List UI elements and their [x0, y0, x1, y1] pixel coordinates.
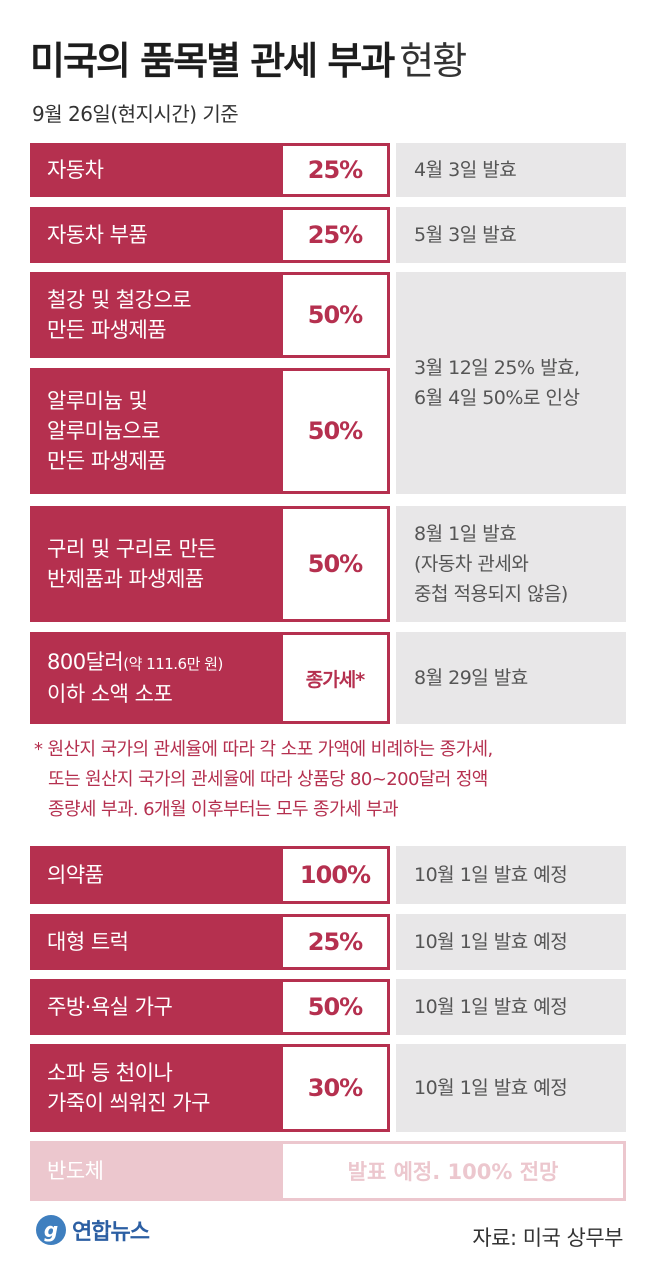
category-line: 이하 소액 소포	[47, 682, 173, 706]
category-label: 800달러(약 111.6만 원) 이하 소액 소포	[30, 632, 280, 724]
rate-value: 50%	[283, 982, 387, 1032]
note-line: 5월 3일 발효	[414, 224, 517, 246]
note-line: 10월 1일 발효 예정	[414, 864, 568, 886]
category-line-amount: 800달러	[47, 650, 124, 674]
category-label: 의약품	[30, 846, 280, 904]
rate-box: 50%	[280, 368, 390, 494]
effective-note: 8월 29일 발효	[396, 632, 626, 724]
category-line: 주방·욕실 가구	[47, 995, 173, 1019]
category-line: 가죽이 씌워진 가구	[47, 1091, 210, 1115]
footnote-line: 또는 원산지 국가의 관세율에 따라 상품당 80~200달러 정액	[48, 769, 488, 790]
rate-value: 50%	[283, 509, 387, 619]
rate-box: 100%	[280, 846, 390, 904]
footnote: * 원산지 국가의 관세율에 따라 각 소포 가액에 비례하는 종가세, 또는 …	[34, 735, 634, 825]
effective-note: 4월 3일 발효	[396, 143, 626, 197]
category-label: 자동차	[30, 143, 280, 197]
note-line: 3월 12일 25% 발효,	[414, 357, 580, 379]
effective-note: 3월 12일 25% 발효, 6월 4일 50%로 인상	[396, 272, 626, 494]
rate-box: 25%	[280, 914, 390, 970]
rate-value: 25%	[283, 146, 387, 194]
category-line: 알루미늄으로	[47, 419, 160, 443]
note-line: 중첩 적용되지 않음)	[414, 583, 568, 605]
logo-mark-icon: g	[36, 1215, 66, 1245]
category-line: 소파 등 천이나	[47, 1061, 173, 1085]
tariff-row-automobiles: 자동차 25% 4월 3일 발효	[30, 143, 626, 197]
tariff-row-steel: 철강 및 철강으로 만든 파생제품 50%	[30, 272, 626, 358]
rate-box: 30%	[280, 1044, 390, 1132]
category-label: 대형 트럭	[30, 914, 280, 970]
tariff-row-semiconductors: 반도체 발표 예정. 100% 전망	[30, 1141, 626, 1201]
category-line: 의약품	[47, 863, 104, 887]
tariff-row-upholstered-furniture: 소파 등 천이나 가죽이 씌워진 가구 30% 10월 1일 발효 예정	[30, 1044, 626, 1132]
rate-value: 100%	[283, 849, 387, 901]
source-credit: 자료: 미국 상무부	[472, 1226, 623, 1250]
subtitle-date: 9월 26일(현지시간) 기준	[32, 102, 239, 126]
tariff-row-small-parcels: 800달러(약 111.6만 원) 이하 소액 소포 종가세* 8월 29일 발…	[30, 632, 626, 724]
category-line: 대형 트럭	[47, 930, 129, 954]
category-line: 알루미늄 및	[47, 389, 148, 413]
effective-note: 10월 1일 발효 예정	[396, 1044, 626, 1132]
tariff-row-pharmaceuticals: 의약품 100% 10월 1일 발효 예정	[30, 846, 626, 904]
pending-note: 발표 예정. 100% 전망	[280, 1141, 626, 1201]
tariff-row-heavy-trucks: 대형 트럭 25% 10월 1일 발효 예정	[30, 914, 626, 970]
category-label: 주방·욕실 가구	[30, 979, 280, 1035]
rate-box: 25%	[280, 207, 390, 263]
effective-note: 10월 1일 발효 예정	[396, 846, 626, 904]
category-label: 자동차 부품	[30, 207, 280, 263]
category-line: 구리 및 구리로 만든	[47, 537, 217, 561]
category-line: 자동차	[47, 158, 104, 182]
title-main: 미국의 품목별 관세 부과	[30, 39, 395, 83]
note-line: 4월 3일 발효	[414, 159, 517, 181]
rate-value: 25%	[283, 210, 387, 260]
category-label: 반도체	[30, 1141, 280, 1201]
rate-box: 50%	[280, 506, 390, 622]
category-label: 철강 및 철강으로 만든 파생제품	[30, 272, 280, 358]
yonhap-logo: g 연합뉴스	[36, 1214, 150, 1246]
footnote-line: 종량세 부과. 6개월 이후부터는 모두 종가세 부과	[48, 799, 399, 820]
footnote-line: * 원산지 국가의 관세율에 따라 각 소포 가액에 비례하는 종가세,	[34, 739, 493, 760]
category-line: 철강 및 철강으로	[47, 288, 192, 312]
category-line-won: (약 111.6만 원)	[123, 655, 223, 673]
page-title: 미국의 품목별 관세 부과 현황	[30, 30, 467, 85]
effective-note: 8월 1일 발효 (자동차 관세와 중첩 적용되지 않음)	[396, 506, 626, 622]
tariff-row-copper: 구리 및 구리로 만든 반제품과 파생제품 50% 8월 1일 발효 (자동차 …	[30, 506, 626, 622]
category-line: 반도체	[47, 1159, 104, 1183]
note-line: (자동차 관세와	[414, 553, 529, 575]
merged-note-steel-aluminum: 3월 12일 25% 발효, 6월 4일 50%로 인상	[396, 272, 626, 494]
logo-text: 연합뉴스	[72, 1220, 150, 1245]
note-line: 10월 1일 발효 예정	[414, 1077, 568, 1099]
effective-note: 5월 3일 발효	[396, 207, 626, 263]
category-line: 만든 파생제품	[47, 449, 167, 473]
rate-value: 30%	[283, 1047, 387, 1129]
rate-value: 50%	[283, 371, 387, 491]
category-label: 알루미늄 및 알루미늄으로 만든 파생제품	[30, 368, 280, 494]
rate-box: 50%	[280, 979, 390, 1035]
category-line: 만든 파생제품	[47, 318, 167, 342]
rate-box: 25%	[280, 143, 390, 197]
note-line: 10월 1일 발효 예정	[414, 996, 568, 1018]
tariff-row-auto-parts: 자동차 부품 25% 5월 3일 발효	[30, 207, 626, 263]
category-label: 소파 등 천이나 가죽이 씌워진 가구	[30, 1044, 280, 1132]
rate-value: 25%	[283, 917, 387, 967]
rate-box: 50%	[280, 272, 390, 358]
note-line: 8월 29일 발효	[414, 667, 528, 689]
category-label: 구리 및 구리로 만든 반제품과 파생제품	[30, 506, 280, 622]
rate-value: 종가세*	[283, 635, 387, 721]
note-line: 6월 4일 50%로 인상	[414, 387, 580, 409]
effective-note: 10월 1일 발효 예정	[396, 979, 626, 1035]
rate-box: 종가세*	[280, 632, 390, 724]
rate-value: 50%	[283, 275, 387, 355]
category-line: 800달러(약 111.6만 원)	[47, 647, 280, 679]
tariff-row-kitchen-bath: 주방·욕실 가구 50% 10월 1일 발효 예정	[30, 979, 626, 1035]
effective-note: 10월 1일 발효 예정	[396, 914, 626, 970]
note-line: 8월 1일 발효	[414, 523, 517, 545]
tariff-row-aluminum: 알루미늄 및 알루미늄으로 만든 파생제품 50%	[30, 368, 626, 494]
category-line: 반제품과 파생제품	[47, 567, 204, 591]
category-line: 자동차 부품	[47, 223, 148, 247]
title-suffix: 현황	[399, 39, 467, 83]
note-line: 10월 1일 발효 예정	[414, 931, 568, 953]
